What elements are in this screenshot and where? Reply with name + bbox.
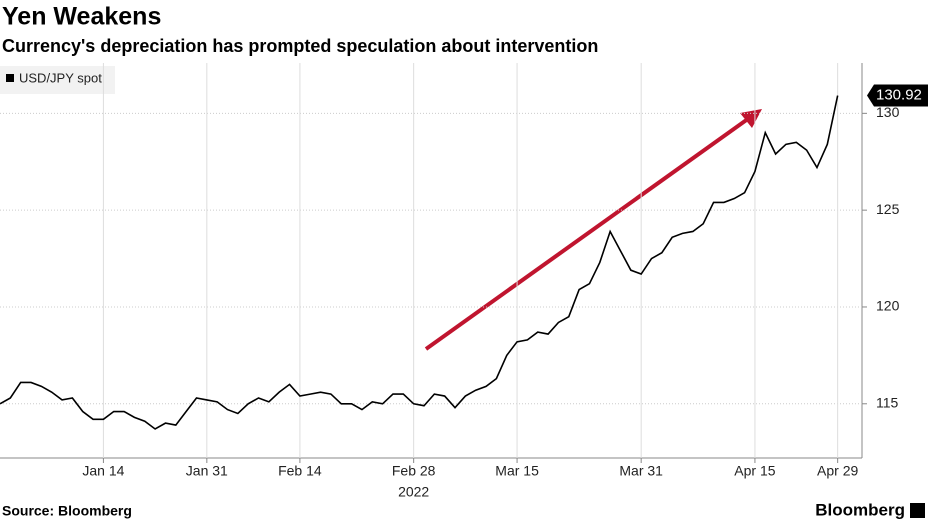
brand-icon [910, 503, 925, 518]
x-year-label: 2022 [398, 484, 429, 500]
chart-subtitle: Currency's depreciation has prompted spe… [2, 36, 598, 56]
y-tick-label: 125 [876, 201, 900, 217]
legend-label: USD/JPY spot [19, 70, 102, 85]
series-line [0, 95, 839, 430]
x-tick-label: Apr 29 [817, 463, 858, 479]
chart-title: Yen Weakens [2, 3, 161, 31]
y-tick-label: 120 [876, 298, 900, 314]
x-tick-label: Feb 28 [392, 463, 436, 479]
y-tick-label: 115 [876, 394, 899, 410]
last-value-label: 130.92 [876, 86, 922, 103]
x-tick-label: Mar 31 [619, 463, 663, 479]
x-tick-label: Apr 15 [734, 463, 775, 479]
x-tick-label: Jan 14 [82, 463, 124, 479]
x-tick-label: Feb 14 [278, 463, 322, 479]
legend-box [0, 66, 115, 94]
brand: Bloomberg [815, 500, 905, 519]
source: Source: Bloomberg [2, 503, 132, 519]
x-tick-label: Jan 31 [186, 463, 228, 479]
legend-swatch [6, 74, 14, 82]
trend-arrow [424, 114, 754, 351]
y-tick-label: 130 [876, 104, 900, 120]
last-value-tag [867, 84, 928, 107]
arrow-head [740, 109, 762, 128]
x-tick-label: Mar 15 [495, 463, 539, 479]
